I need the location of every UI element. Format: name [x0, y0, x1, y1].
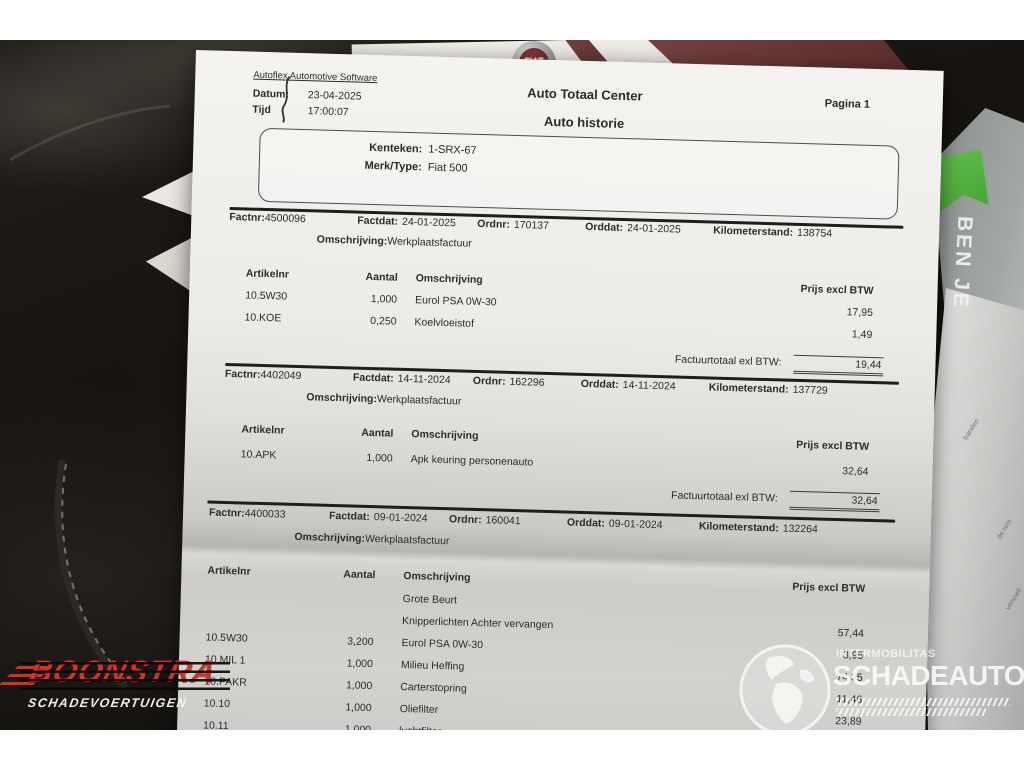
ordnr-field: Ordnr: 162296 — [472, 374, 545, 389]
factdat-field: Factdat: 24-01-2025 — [357, 214, 456, 230]
merk-label: Merk/Type: — [364, 159, 422, 174]
factdat-field: Factdat: 09-01-2024 — [328, 509, 428, 525]
boonstra-watermark: BOONSTRA SCHADEVOERTUIGEN — [0, 648, 244, 728]
datum-value: 23-04-2025 — [307, 89, 362, 103]
invoice-total: Factuurtotaal exl BTW: 32,64 — [671, 487, 880, 513]
software-name: Autoflex Automotive Software — [253, 69, 378, 85]
underlying-sheet — [924, 288, 1024, 730]
kenteken-value: 1-SRX-67 — [428, 143, 477, 157]
kenteken-label: Kenteken: — [368, 141, 423, 156]
kilometerstand-field: Kilometerstand: 138754 — [712, 224, 833, 240]
omschrijving-field: Omschrijving:Werkplaatsfactuur — [306, 391, 462, 408]
hatch-pattern — [836, 708, 986, 716]
schadeautos-watermark: INTERMOBILITAS SCHADEAUTOS.NL — [736, 638, 1024, 730]
invoice-total: Factuurtotaal exl BTW: 19,44 — [675, 351, 884, 377]
intermobilitas-text: INTERMOBILITAS — [836, 648, 936, 660]
company-name: Auto Totaal Center — [527, 85, 643, 104]
bottom-white-band — [0, 730, 1024, 768]
factdat-field: Factdat: 14-11-2024 — [352, 371, 451, 387]
kenteken-row: Kenteken: 1-SRX-67 — [290, 140, 477, 157]
leather-background: FIAT BEN JE banden de rem versnell Autof… — [0, 40, 1024, 730]
factnr-field: Factnr:4400033 — [208, 506, 286, 521]
vehicle-box: Kenteken: 1-SRX-67 Merk/Type: Fiat 500 — [257, 127, 900, 220]
kilometerstand-field: Kilometerstand: 132264 — [698, 520, 819, 536]
logo-slice-effect — [20, 656, 230, 690]
hatch-pattern — [836, 698, 1010, 706]
factnr-field: Factnr:4500096 — [229, 210, 306, 226]
tijd-row: Tijd 17:00:07 — [252, 104, 349, 119]
document-title: Auto historie — [543, 113, 625, 131]
orddat-field: Orddat: 09-01-2024 — [566, 516, 663, 532]
datum-row: Datum: 23-04-2025 — [253, 88, 362, 103]
globe-icon — [739, 644, 831, 730]
tijd-value: 17:00:07 — [307, 105, 349, 119]
top-white-band — [0, 0, 1024, 40]
factnr-field: Factnr:4402049 — [224, 367, 302, 383]
document-paper: Autoflex Automotive Software Datum: 23-0… — [176, 50, 944, 730]
omschrijving-field: Omschrijving:Werkplaatsfactuur — [316, 233, 472, 250]
schadeautos-text: SCHADEAUTOS.NL — [833, 660, 1024, 691]
orddat-field: Orddat: 24-01-2025 — [585, 220, 681, 236]
flyer-vertical-text: BEN JE — [948, 215, 977, 311]
page-number: Pagina 1 — [824, 97, 871, 111]
merk-value: Fiat 500 — [427, 161, 468, 175]
kilometerstand-field: Kilometerstand: 137729 — [708, 381, 828, 397]
orddat-field: Orddat: 14-11-2024 — [580, 377, 676, 393]
boonstra-subtitle: SCHADEVOERTUIGEN — [26, 696, 189, 710]
ordnr-field: Ordnr: 170137 — [477, 217, 550, 232]
merk-row: Merk/Type: Fiat 500 — [290, 158, 468, 175]
tijd-label: Tijd — [252, 103, 272, 117]
pen-mark — [281, 76, 291, 124]
datum-label: Datum: — [252, 87, 290, 101]
ordnr-field: Ordnr: 160041 — [448, 513, 521, 528]
